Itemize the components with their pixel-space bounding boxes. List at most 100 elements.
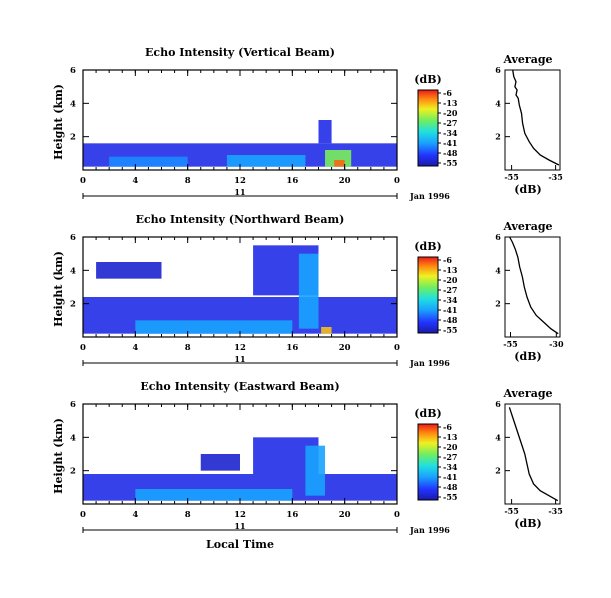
profile-x-tick-label: -30 [549,339,564,349]
profile-y-tick-label: 4 [495,432,501,442]
profile-y-tick-label: 2 [495,466,501,476]
colorbar-tick-label: -20 [443,275,458,285]
profile-x-tick-label: -35 [548,172,562,182]
y-axis-label: Height (km) [52,84,65,160]
echo-region-5 [135,320,293,334]
profile-x-tick-label: -55 [504,506,518,516]
date-number: 11 [234,187,245,197]
x-tick-label: 0 [394,510,400,520]
x-tick-label: 4 [132,343,138,353]
profile-y-tick-label: 6 [495,232,501,242]
x-tick-label: 8 [185,176,191,186]
profile-y-tick-label: 2 [495,132,501,142]
colorbar-unit: (dB) [414,240,441,253]
colorbar-tick-label: -6 [443,422,452,432]
echo-region-5 [334,160,345,167]
panel-2: Echo Intensity (Northward Beam) Height (k… [52,213,564,368]
x-tick-label: 16 [286,510,298,520]
echo-region-2 [96,262,162,279]
colorbar-tick-label: -27 [443,118,457,128]
colorbar-tick-label: -41 [443,305,457,315]
colorbar-tick-label: -6 [443,88,452,98]
colorbar-tick-label: -13 [443,98,458,108]
colorbar-tick-label: -34 [443,128,458,138]
colorbar-tick-label: -41 [443,138,457,148]
y-tick-label: 2 [70,133,76,143]
x-tick-label: 8 [185,343,191,353]
x-tick-label: 20 [339,343,351,353]
profile-line [512,69,560,166]
echo-region-4 [135,489,293,501]
x-tick-label: 0 [80,510,86,520]
colorbar [417,423,439,501]
x-tick-label: 0 [80,176,86,186]
x-tick-label: 12 [234,510,246,520]
echo-region-3 [226,155,306,167]
date-label: Jan 1996 [409,191,450,201]
y-tick-label: 6 [70,233,76,243]
colorbar-unit: (dB) [414,407,441,420]
y-axis-label: Height (km) [52,418,65,494]
echo-region-3 [305,445,326,496]
y-tick-label: 6 [70,400,76,410]
panel-title: Echo Intensity (Northward Beam) [136,213,345,226]
panel-title: Echo Intensity (Eastward Beam) [140,380,339,393]
profile-frame [504,403,561,505]
profile-line [508,407,559,502]
profile-x-tick-label: -35 [548,506,562,516]
x-tick-label: 0 [80,343,86,353]
echo-region-2 [109,156,188,167]
profile-y-tick-label: 2 [495,299,501,309]
profile-x-tick-label: -55 [503,339,517,349]
x-tick-label: 16 [286,343,298,353]
y-axis-label: Height (km) [52,251,65,327]
profile-y-tick-label: 6 [495,399,501,409]
profile-line [509,236,559,335]
x-tick-label: 12 [234,343,246,353]
colorbar [417,256,439,334]
colorbar-tick-label: -13 [443,265,458,275]
profile-xlabel: (dB) [514,517,541,530]
profile-title: Average [502,220,552,233]
colorbar-tick-label: -55 [443,325,457,335]
colorbar-tick-label: -55 [443,492,457,502]
colorbar-tick-label: -34 [443,295,458,305]
colorbar-tick-label: -41 [443,472,457,482]
y-tick-label: 6 [70,66,76,76]
colorbar-tick-label: -20 [443,442,458,452]
y-tick-label: 4 [70,433,76,443]
colorbar-tick-label: -34 [443,462,458,472]
x-tick-label: 0 [394,176,400,186]
x-tick-label: 12 [234,176,246,186]
panel-title: Echo Intensity (Vertical Beam) [145,46,335,59]
x-tick-label: 20 [339,176,351,186]
y-tick-label: 2 [70,467,76,477]
profile-xlabel: (dB) [514,183,541,196]
echo-region-5 [200,454,240,471]
colorbar-tick-label: -13 [443,432,458,442]
profile-title: Average [502,53,552,66]
colorbar-tick-label: -20 [443,108,458,118]
profile-y-tick-label: 4 [495,265,501,275]
x-tick-label: 16 [286,176,298,186]
colorbar-tick-label: -48 [443,482,458,492]
x-axis-label: Local Time [206,538,274,551]
x-tick-label: 0 [394,343,400,353]
y-tick-label: 2 [70,300,76,310]
echo-region-6 [321,327,332,334]
echo-region-6 [318,120,332,144]
echo-region-4 [298,253,319,329]
panel-3: Echo Intensity (Eastward Beam) Height (km… [52,380,563,551]
panel-1: Echo Intensity (Vertical Beam) Height (km… [52,46,563,201]
colorbar-unit: (dB) [414,73,441,86]
profile-y-tick-label: 6 [495,65,501,75]
colorbar-tick-label: -48 [443,148,458,158]
x-tick-label: 4 [132,510,138,520]
colorbar-tick-label: -27 [443,452,457,462]
x-tick-label: 8 [185,510,191,520]
profile-frame [504,236,561,338]
profile-title: Average [502,387,552,400]
date-label: Jan 1996 [409,525,450,535]
profile-xlabel: (dB) [514,350,541,363]
